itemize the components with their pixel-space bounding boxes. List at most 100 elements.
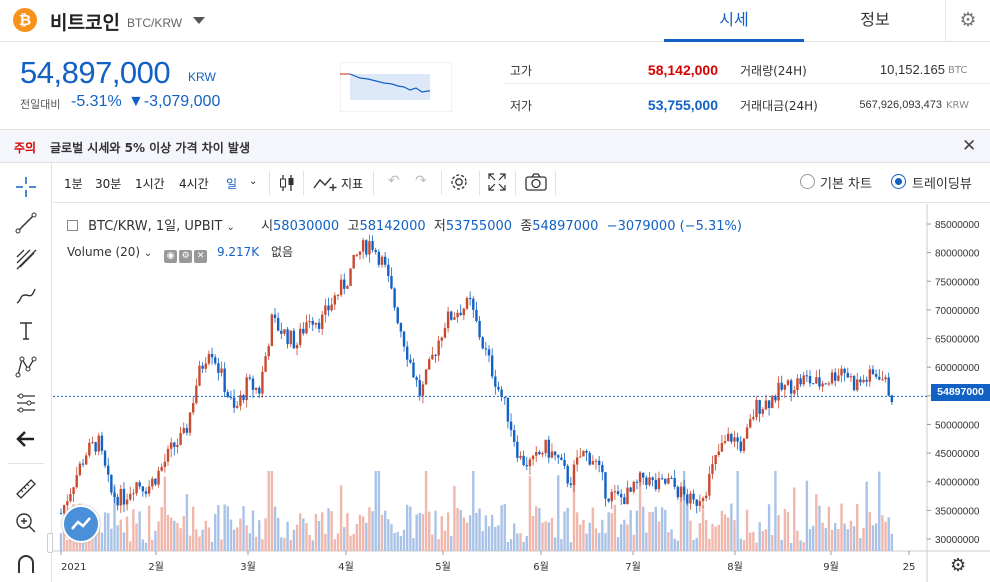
- candle-body: [405, 346, 409, 360]
- close-icon[interactable]: ✕: [962, 136, 977, 156]
- volume-bar: [330, 511, 333, 551]
- candle-body: [881, 379, 884, 381]
- candle-body: [462, 308, 466, 316]
- candle-icon[interactable]: [278, 173, 296, 197]
- volume-bar: [881, 515, 884, 551]
- volume-bar: [629, 510, 632, 551]
- candle-body: [176, 444, 179, 447]
- tab-price[interactable]: 시세: [664, 0, 804, 42]
- chevron-down-icon[interactable]: ⌄: [143, 248, 153, 259]
- volume-bar: [516, 533, 519, 551]
- candle-body: [261, 371, 264, 394]
- close-icon[interactable]: ✕: [194, 250, 208, 263]
- candle-body: [236, 405, 239, 408]
- undo-icon[interactable]: ↶: [388, 173, 400, 189]
- candle-body: [594, 460, 598, 462]
- settings-icon[interactable]: [449, 172, 469, 196]
- indicators-label[interactable]: 지표: [341, 177, 364, 191]
- volume-bar: [292, 529, 296, 551]
- candle-body: [569, 483, 573, 486]
- candle-body: [195, 385, 198, 404]
- chevron-down-icon[interactable]: ⌄: [249, 176, 258, 187]
- timeframe-1m[interactable]: 1분: [64, 177, 83, 191]
- legend-symbol[interactable]: BTC/KRW, 1일, UPBIT: [88, 219, 223, 234]
- gear-icon[interactable]: ⚙: [950, 555, 967, 576]
- candle-body: [811, 383, 815, 385]
- timeframe-1h[interactable]: 1시간: [135, 177, 165, 191]
- prediction-icon[interactable]: [12, 389, 40, 417]
- candle-body: [207, 353, 211, 364]
- volume-bar: [856, 503, 859, 551]
- candle-body: [890, 395, 894, 403]
- volume-bar: [188, 535, 192, 551]
- volume-bar: [204, 520, 207, 551]
- amount-value: 567,926,093,473: [859, 99, 942, 111]
- volume-bar: [887, 517, 890, 551]
- volume-bar: [481, 531, 484, 551]
- timeframe-4h[interactable]: 4시간: [179, 177, 209, 191]
- text-icon[interactable]: [12, 317, 40, 345]
- crosshair-icon[interactable]: [12, 173, 40, 201]
- trend-line-icon[interactable]: [12, 209, 40, 237]
- amount-label: 거래대금(24H): [740, 99, 818, 113]
- legend-open-label: 시: [261, 219, 274, 234]
- chevron-down-icon[interactable]: ⌄: [226, 222, 235, 233]
- volume-bar: [151, 539, 154, 551]
- basic-chart-label[interactable]: 기본 차트: [820, 177, 872, 192]
- ruler-icon[interactable]: [12, 475, 40, 503]
- volume-bar: [503, 504, 506, 551]
- candle-body: [220, 368, 223, 373]
- volume-bar: [107, 513, 110, 551]
- brush-icon[interactable]: [12, 281, 40, 309]
- drawing-toolbar: [0, 163, 52, 582]
- candle-body: [742, 438, 746, 451]
- indicator-icon[interactable]: [313, 174, 339, 196]
- volume-bar: [110, 528, 113, 551]
- candle-body: [201, 365, 204, 369]
- back-arrow-icon[interactable]: [12, 425, 40, 453]
- candle-body: [365, 240, 368, 255]
- redo-icon[interactable]: ↷: [415, 173, 427, 189]
- coin-header: ₿ 비트코인 BTC/KRW 시세 정보 ⚙: [0, 0, 990, 42]
- pattern-icon[interactable]: [12, 353, 40, 381]
- settings-icon[interactable]: ⚙: [179, 250, 193, 263]
- tradingview-label[interactable]: 트레이딩뷰: [912, 177, 972, 192]
- volume-bar: [588, 522, 591, 551]
- tradingview-logo-icon[interactable]: [62, 505, 100, 543]
- volume-bar: [497, 525, 500, 551]
- volume-bar: [541, 522, 544, 551]
- tab-info[interactable]: 정보: [860, 10, 890, 29]
- volume-label[interactable]: Volume (20): [67, 245, 141, 259]
- candle-body: [610, 491, 613, 502]
- candle-body: [232, 397, 236, 408]
- eye-icon[interactable]: ◉: [164, 250, 178, 263]
- price-chart[interactable]: 85000000 80000000 75000000 70000000 65000000…: [53, 204, 990, 582]
- volume-bar: [849, 520, 853, 551]
- scroll-handle[interactable]: [47, 533, 53, 553]
- camera-icon[interactable]: [525, 173, 547, 195]
- volume-bar: [207, 527, 211, 551]
- candle-body: [383, 256, 387, 265]
- zoom-in-icon[interactable]: [12, 509, 40, 537]
- collapse-icon[interactable]: [67, 220, 78, 231]
- volume-bar: [62, 519, 66, 551]
- candle-body: [884, 377, 887, 380]
- candle-body: [157, 470, 160, 485]
- legend-high: 58142000: [359, 219, 426, 234]
- chevron-down-icon[interactable]: [193, 17, 205, 24]
- y-tick-label: 85000000: [935, 220, 980, 231]
- volume-bar: [890, 533, 894, 551]
- fullscreen-icon[interactable]: [487, 172, 507, 196]
- candle-body: [361, 240, 365, 252]
- volume-bar: [141, 539, 145, 551]
- pitchfork-icon[interactable]: [12, 245, 40, 273]
- candle-body: [793, 390, 796, 394]
- magnet-icon[interactable]: [12, 551, 40, 579]
- candle-body: [824, 383, 827, 385]
- gear-icon[interactable]: ⚙: [945, 0, 990, 42]
- volume-bar: [667, 532, 670, 551]
- tradingview-radio[interactable]: [891, 174, 906, 189]
- timeframe-30m[interactable]: 30분: [95, 177, 122, 191]
- timeframe-1d[interactable]: 일: [226, 177, 238, 191]
- basic-chart-radio[interactable]: [800, 174, 815, 189]
